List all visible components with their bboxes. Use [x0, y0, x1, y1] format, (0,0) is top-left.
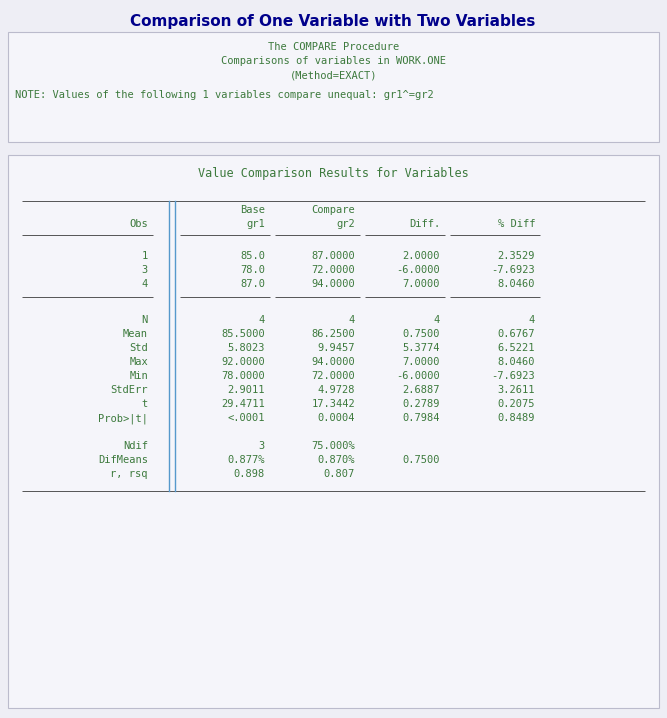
Text: -6.0000: -6.0000 [396, 265, 440, 275]
Text: -6.0000: -6.0000 [396, 371, 440, 381]
Text: Value Comparison Results for Variables: Value Comparison Results for Variables [198, 167, 469, 180]
Text: 94.0000: 94.0000 [311, 357, 355, 367]
Text: 7.0000: 7.0000 [402, 357, 440, 367]
Text: 87.0000: 87.0000 [311, 251, 355, 261]
Text: 2.0000: 2.0000 [402, 251, 440, 261]
Text: Base: Base [240, 205, 265, 215]
Text: 2.9011: 2.9011 [227, 385, 265, 395]
Text: 0.7984: 0.7984 [402, 413, 440, 423]
Text: 0.807: 0.807 [323, 469, 355, 479]
Text: 0.2075: 0.2075 [498, 399, 535, 409]
Text: 3.2611: 3.2611 [498, 385, 535, 395]
Text: 17.3442: 17.3442 [311, 399, 355, 409]
Text: 4: 4 [434, 315, 440, 325]
Text: 0.0004: 0.0004 [317, 413, 355, 423]
Text: Mean: Mean [123, 329, 148, 339]
Text: 92.0000: 92.0000 [221, 357, 265, 367]
Text: -7.6923: -7.6923 [492, 371, 535, 381]
Text: 6.5221: 6.5221 [498, 343, 535, 353]
Text: 0.870%: 0.870% [317, 455, 355, 465]
Text: 2.3529: 2.3529 [498, 251, 535, 261]
Text: 0.7500: 0.7500 [402, 455, 440, 465]
Text: The COMPARE Procedure: The COMPARE Procedure [268, 42, 399, 52]
Text: 0.7500: 0.7500 [402, 329, 440, 339]
Text: Std: Std [129, 343, 148, 353]
Text: 5.3774: 5.3774 [402, 343, 440, 353]
Text: -7.6923: -7.6923 [492, 265, 535, 275]
Text: Comparison of One Variable with Two Variables: Comparison of One Variable with Two Vari… [130, 14, 536, 29]
Text: 0.6767: 0.6767 [498, 329, 535, 339]
Text: t: t [142, 399, 148, 409]
Text: 3: 3 [259, 441, 265, 451]
Text: NOTE: Values of the following 1 variables compare unequal: gr1^=gr2: NOTE: Values of the following 1 variable… [15, 90, 434, 100]
Text: 9.9457: 9.9457 [317, 343, 355, 353]
Text: 87.0: 87.0 [240, 279, 265, 289]
Text: 86.2500: 86.2500 [311, 329, 355, 339]
Text: 0.877%: 0.877% [227, 455, 265, 465]
Text: gr2: gr2 [336, 219, 355, 229]
FancyBboxPatch shape [8, 32, 659, 142]
Text: % Diff: % Diff [498, 219, 535, 229]
Text: 75.000%: 75.000% [311, 441, 355, 451]
Text: 2.6887: 2.6887 [402, 385, 440, 395]
Text: Ndif: Ndif [123, 441, 148, 451]
Text: 4.9728: 4.9728 [317, 385, 355, 395]
Text: Compare: Compare [311, 205, 355, 215]
Text: gr1: gr1 [246, 219, 265, 229]
Text: N: N [142, 315, 148, 325]
Text: Prob>|t|: Prob>|t| [98, 413, 148, 424]
Text: Min: Min [129, 371, 148, 381]
Text: Comparisons of variables in WORK.ONE: Comparisons of variables in WORK.ONE [221, 56, 446, 66]
Text: 85.0: 85.0 [240, 251, 265, 261]
Text: 4: 4 [529, 315, 535, 325]
Text: 4: 4 [349, 315, 355, 325]
Text: 78.0000: 78.0000 [221, 371, 265, 381]
Text: Obs: Obs [129, 219, 148, 229]
Text: 8.0460: 8.0460 [498, 357, 535, 367]
Text: 4: 4 [142, 279, 148, 289]
Text: StdErr: StdErr [111, 385, 148, 395]
Text: 4: 4 [259, 315, 265, 325]
Text: <.0001: <.0001 [227, 413, 265, 423]
Text: r, rsq: r, rsq [111, 469, 148, 479]
Text: 72.0000: 72.0000 [311, 371, 355, 381]
Text: Max: Max [129, 357, 148, 367]
Text: 72.0000: 72.0000 [311, 265, 355, 275]
Text: 94.0000: 94.0000 [311, 279, 355, 289]
Text: 0.8489: 0.8489 [498, 413, 535, 423]
Text: 5.8023: 5.8023 [227, 343, 265, 353]
Text: 85.5000: 85.5000 [221, 329, 265, 339]
Text: DifMeans: DifMeans [98, 455, 148, 465]
Text: 7.0000: 7.0000 [402, 279, 440, 289]
Text: 0.898: 0.898 [233, 469, 265, 479]
Text: 1: 1 [142, 251, 148, 261]
Text: 78.0: 78.0 [240, 265, 265, 275]
FancyBboxPatch shape [8, 155, 659, 708]
Text: (Method=EXACT): (Method=EXACT) [289, 70, 378, 80]
Text: 0.2789: 0.2789 [402, 399, 440, 409]
Text: 3: 3 [142, 265, 148, 275]
Text: Diff.: Diff. [409, 219, 440, 229]
Text: 8.0460: 8.0460 [498, 279, 535, 289]
Text: 29.4711: 29.4711 [221, 399, 265, 409]
